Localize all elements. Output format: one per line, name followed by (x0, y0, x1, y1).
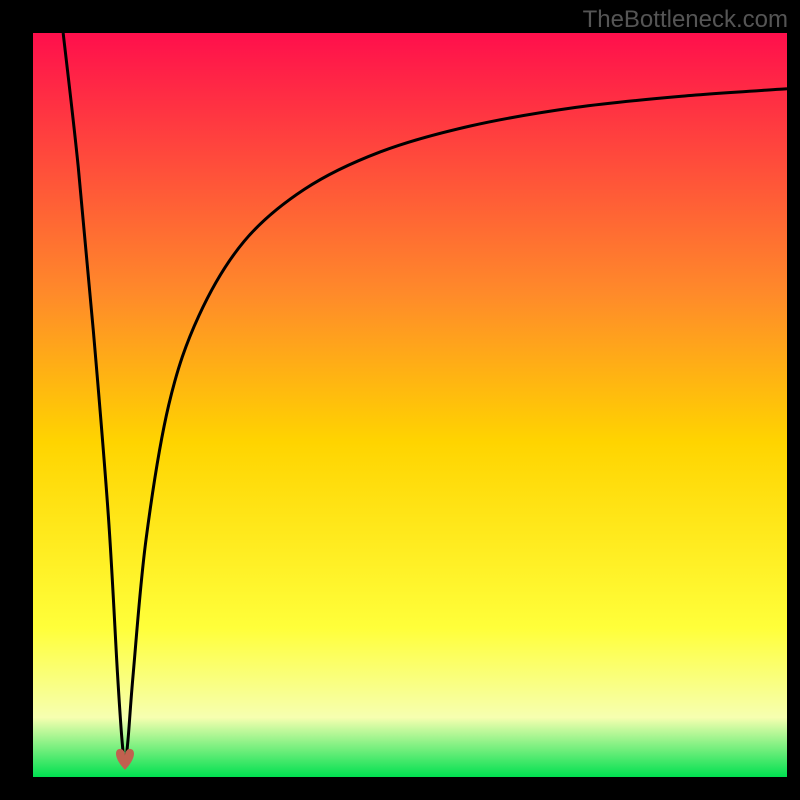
chart-container: TheBottleneck.com (0, 0, 800, 800)
chart-svg (0, 0, 800, 800)
watermark-text: TheBottleneck.com (583, 6, 788, 34)
chart-background (33, 33, 787, 777)
